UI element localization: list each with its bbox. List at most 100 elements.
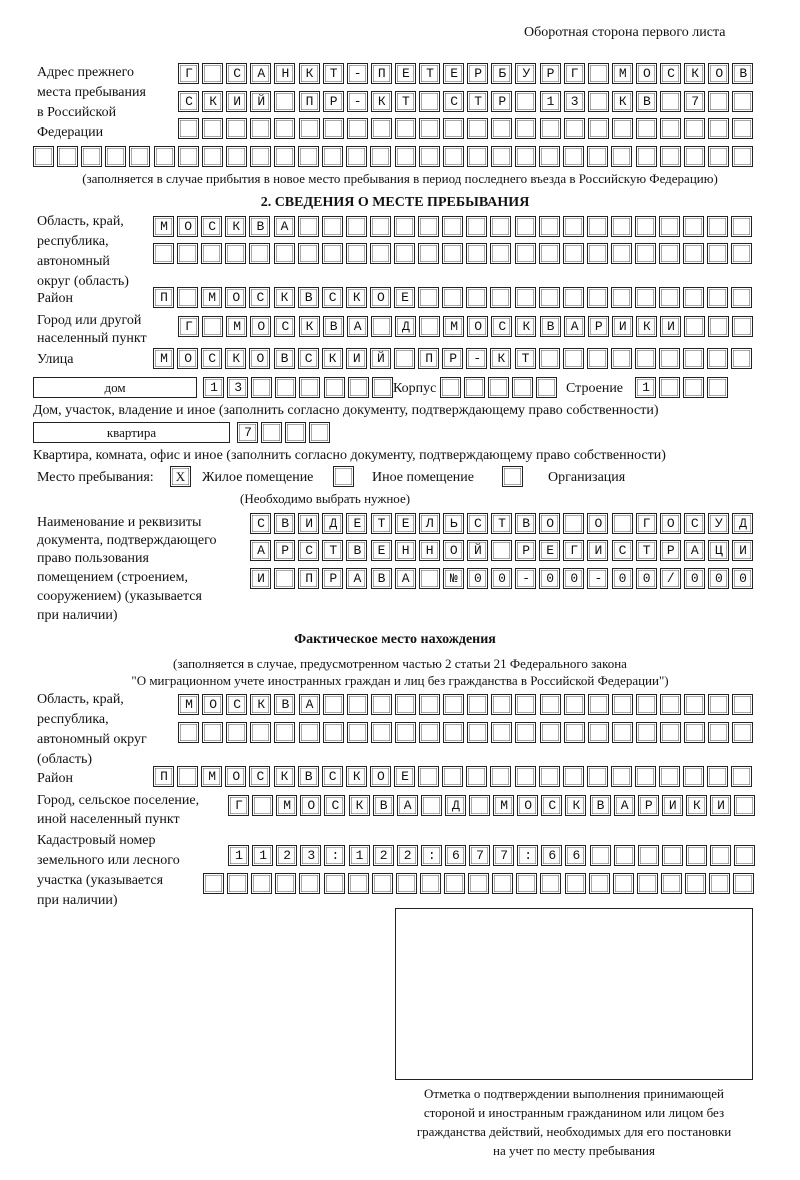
char-cell[interactable] bbox=[710, 795, 731, 816]
char-cell[interactable] bbox=[418, 568, 440, 589]
char-cell[interactable] bbox=[659, 513, 681, 534]
char-cell[interactable] bbox=[420, 795, 442, 816]
char-cell[interactable] bbox=[539, 316, 561, 337]
char-cell[interactable] bbox=[274, 540, 296, 561]
char-cell[interactable] bbox=[732, 63, 754, 84]
char-cell[interactable] bbox=[466, 243, 488, 264]
char-cell[interactable] bbox=[153, 287, 174, 308]
char-cell[interactable] bbox=[249, 766, 271, 787]
region-row-1[interactable]: МОСКВА bbox=[160, 219, 305, 234]
char-cell[interactable] bbox=[346, 568, 368, 589]
char-cell[interactable] bbox=[251, 377, 273, 398]
char-cell[interactable] bbox=[369, 766, 391, 787]
char-cell[interactable] bbox=[346, 316, 368, 337]
char-cell[interactable] bbox=[225, 243, 247, 264]
char-cell[interactable] bbox=[539, 513, 561, 534]
char-cell[interactable] bbox=[394, 694, 416, 715]
char-cell[interactable] bbox=[563, 91, 585, 112]
char-cell[interactable] bbox=[370, 146, 392, 167]
char-cell[interactable] bbox=[493, 795, 515, 816]
char-cell[interactable] bbox=[541, 795, 563, 816]
char-cell[interactable] bbox=[610, 766, 632, 787]
char-cell[interactable] bbox=[419, 63, 440, 84]
char-cell[interactable] bbox=[322, 118, 344, 139]
char-cell[interactable] bbox=[659, 377, 681, 398]
char-cell[interactable] bbox=[468, 873, 490, 894]
char-cell[interactable] bbox=[371, 377, 393, 398]
char-cell[interactable] bbox=[444, 795, 466, 816]
char-cell[interactable] bbox=[250, 316, 272, 337]
char-cell[interactable] bbox=[249, 243, 271, 264]
char-cell[interactable] bbox=[659, 348, 681, 369]
char-cell[interactable] bbox=[299, 377, 321, 398]
char-cell[interactable] bbox=[466, 146, 488, 167]
char-cell[interactable] bbox=[178, 91, 199, 112]
char-cell[interactable] bbox=[418, 348, 440, 369]
char-cell[interactable] bbox=[442, 146, 464, 167]
char-cell[interactable] bbox=[612, 873, 634, 894]
char-cell[interactable] bbox=[732, 513, 753, 534]
char-cell[interactable] bbox=[394, 146, 416, 167]
char-cell[interactable] bbox=[734, 795, 756, 816]
char-cell[interactable] bbox=[539, 146, 561, 167]
char-cell[interactable] bbox=[587, 540, 609, 561]
char-cell[interactable] bbox=[178, 722, 199, 743]
char-cell[interactable] bbox=[420, 845, 442, 866]
char-cell[interactable] bbox=[418, 243, 440, 264]
char-cell[interactable] bbox=[346, 722, 368, 743]
char-cell[interactable] bbox=[273, 287, 295, 308]
char-cell[interactable] bbox=[683, 568, 705, 589]
char-cell[interactable] bbox=[683, 216, 705, 237]
char-cell[interactable] bbox=[540, 873, 562, 894]
char-cell[interactable] bbox=[587, 568, 609, 589]
char-cell[interactable] bbox=[710, 845, 731, 866]
char-cell[interactable] bbox=[685, 795, 707, 816]
char-cell[interactable] bbox=[613, 845, 635, 866]
char-cell[interactable] bbox=[562, 243, 584, 264]
char-cell[interactable] bbox=[33, 146, 54, 167]
char-cell[interactable] bbox=[466, 568, 488, 589]
char-cell[interactable] bbox=[635, 118, 657, 139]
char-cell[interactable] bbox=[372, 845, 394, 866]
char-cell[interactable] bbox=[490, 766, 512, 787]
char-cell[interactable] bbox=[250, 63, 272, 84]
char-cell[interactable] bbox=[536, 377, 558, 398]
char-cell[interactable] bbox=[275, 873, 297, 894]
char-cell[interactable] bbox=[346, 118, 368, 139]
char-cell[interactable] bbox=[81, 146, 103, 167]
char-cell[interactable] bbox=[683, 287, 705, 308]
char-cell[interactable] bbox=[731, 287, 753, 308]
char-cell[interactable] bbox=[202, 722, 224, 743]
char-cell[interactable] bbox=[635, 540, 657, 561]
char-cell[interactable] bbox=[442, 287, 464, 308]
char-cell[interactable] bbox=[298, 568, 320, 589]
char-cell[interactable] bbox=[443, 91, 465, 112]
char-cell[interactable] bbox=[419, 873, 441, 894]
char-cell[interactable] bbox=[394, 568, 416, 589]
char-cell[interactable] bbox=[732, 540, 753, 561]
char-cell[interactable] bbox=[610, 348, 632, 369]
char-cell[interactable] bbox=[153, 146, 175, 167]
char-cell[interactable] bbox=[345, 243, 367, 264]
char-cell[interactable] bbox=[563, 316, 585, 337]
char-cell[interactable] bbox=[297, 287, 319, 308]
char-cell[interactable] bbox=[251, 873, 273, 894]
char-cell[interactable] bbox=[707, 146, 729, 167]
char-cell[interactable] bbox=[226, 118, 248, 139]
char-cell[interactable] bbox=[177, 216, 199, 237]
char-cell[interactable] bbox=[105, 146, 127, 167]
district-row[interactable]: П МОСКВСКОЕ bbox=[160, 290, 426, 305]
char-cell[interactable] bbox=[419, 316, 440, 337]
char-cell[interactable] bbox=[683, 766, 705, 787]
street-row[interactable]: МОСКОВСКИЙ ПР-КТ bbox=[160, 351, 546, 366]
char-cell[interactable] bbox=[491, 63, 513, 84]
char-cell[interactable] bbox=[322, 540, 344, 561]
char-cell[interactable] bbox=[586, 766, 608, 787]
char-cell[interactable] bbox=[565, 795, 587, 816]
char-cell[interactable] bbox=[613, 795, 635, 816]
char-cell[interactable] bbox=[442, 513, 464, 534]
char-cell[interactable] bbox=[635, 63, 657, 84]
char-cell[interactable] bbox=[227, 377, 249, 398]
char-cell[interactable] bbox=[442, 243, 464, 264]
char-cell[interactable] bbox=[708, 118, 730, 139]
